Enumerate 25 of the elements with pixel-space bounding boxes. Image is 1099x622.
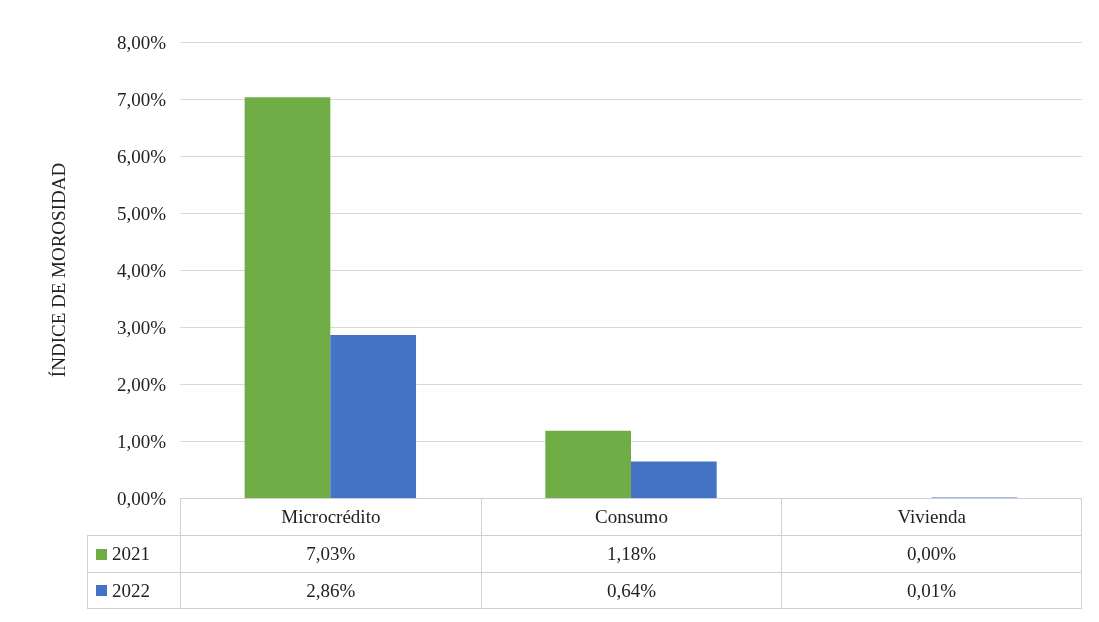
y-tick-label: 2,00% bbox=[116, 373, 167, 395]
legend-label: 2022 bbox=[112, 579, 150, 602]
legend-label: 2021 bbox=[112, 543, 150, 565]
data-label: 0,64% bbox=[480, 572, 782, 609]
y-tick-label: 8,00% bbox=[116, 31, 167, 53]
x-tick-label: Vivienda bbox=[781, 498, 1082, 535]
y-tick-label: 0,00% bbox=[116, 487, 167, 509]
x-tick-label: Consumo bbox=[480, 498, 782, 535]
y-tick-label: 1,00% bbox=[116, 430, 167, 452]
y-tick-label: 5,00% bbox=[116, 202, 167, 224]
data-label: 2,86% bbox=[180, 572, 481, 609]
data-label: 0,00% bbox=[781, 535, 1082, 572]
bar bbox=[244, 97, 331, 498]
data-label: 7,03% bbox=[180, 535, 481, 572]
y-tick-label: 7,00% bbox=[116, 88, 167, 110]
y-tick-label: 3,00% bbox=[116, 316, 167, 338]
y-axis-title: ÍNDICE DE MOROSIDAD bbox=[48, 162, 69, 378]
data-label: 1,18% bbox=[480, 535, 782, 572]
data-label: 0,01% bbox=[781, 572, 1082, 609]
bar bbox=[330, 334, 417, 498]
bar bbox=[631, 461, 717, 498]
y-tick-label: 4,00% bbox=[116, 259, 167, 281]
bar bbox=[545, 430, 631, 498]
x-tick-label: Microcrédito bbox=[180, 498, 481, 535]
y-tick-label: 6,00% bbox=[116, 145, 167, 167]
